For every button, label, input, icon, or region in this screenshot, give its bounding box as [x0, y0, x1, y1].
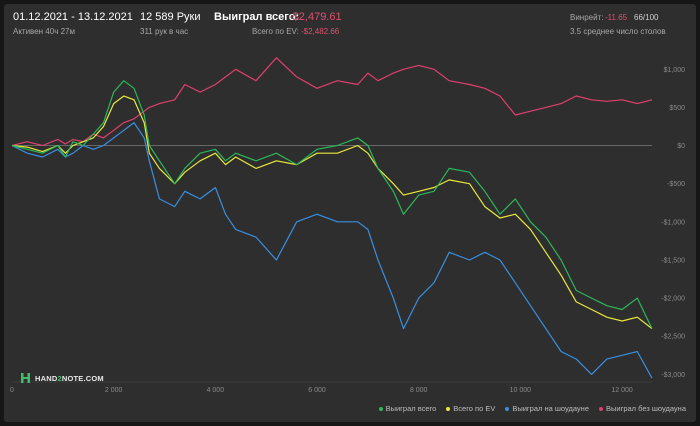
active-time: Активен 40ч 27м	[13, 27, 75, 36]
logo-text-a: HAND	[35, 373, 58, 383]
legend-dot-non-showdown	[599, 406, 603, 411]
legend-item-showdown[interactable]: Выиграл на шоудауне	[505, 404, 589, 413]
chart-card: 01.12.2021 - 13.12.2021 Активен 40ч 27м …	[4, 4, 696, 422]
series-showdown	[11, 122, 653, 379]
winrate-value: -11.65	[605, 13, 628, 22]
legend-label-won: Выиграл всего	[385, 404, 437, 413]
winrate-hands: 66/100	[634, 13, 659, 22]
date-range: 01.12.2021 - 13.12.2021	[13, 11, 133, 23]
legend-label-ev: Всего по EV	[453, 404, 496, 413]
x-tick-label: 4 000	[207, 387, 225, 394]
logo-text-c: NOTE.COM	[61, 373, 104, 383]
x-tick-label: 8 000	[410, 387, 428, 394]
chart-legend: Выиграл всего Всего по EV Выиграл на шоу…	[378, 404, 686, 413]
winrate-label: Винрейт:	[570, 13, 604, 22]
hands-count: 12 589 Руки	[140, 11, 201, 23]
legend-dot-showdown	[505, 406, 510, 411]
x-tick-label: 0	[10, 387, 14, 394]
y-tick-label: -$2,000	[661, 296, 685, 303]
y-tick-label: -$2,500	[661, 334, 685, 341]
ev-value: -$2,482.66	[301, 27, 340, 36]
series-non-showdown	[11, 57, 653, 147]
hand2note-logo-icon	[20, 372, 31, 384]
won-label: Выиграл всего:	[214, 11, 300, 23]
hand2note-logo: HAND2NOTE.COM	[20, 372, 104, 384]
legend-item-ev[interactable]: Всего по EV	[446, 404, 495, 413]
x-tick-label: 12 000	[611, 387, 633, 394]
y-tick-label: -$500	[667, 181, 685, 188]
series-ev	[11, 95, 653, 330]
y-axis-ticks: $1,000 $500 $0 -$500 -$1,000 -$1,500 -$2,000 -$…	[661, 67, 685, 379]
y-tick-label: -$3,000	[661, 372, 685, 379]
legend-dot-ev	[446, 406, 451, 411]
y-tick-label: $1,000	[664, 67, 686, 74]
legend-item-won[interactable]: Выиграл всего	[378, 404, 437, 413]
avg-tables: 3.5 среднее число столов	[570, 27, 666, 36]
profit-chart: $1,000 $500 $0 -$500 -$1,000 -$1,500 -$2,000 -$…	[10, 57, 685, 394]
ev-label: Всего по EV:	[252, 27, 299, 36]
logo-text-b: 2	[57, 373, 62, 383]
hands-per-hour: 311 рук в час	[140, 27, 189, 36]
x-tick-label: 10 000	[510, 387, 532, 394]
y-tick-label: -$1,500	[661, 257, 685, 264]
y-tick-label: -$1,000	[661, 219, 685, 226]
legend-item-non-showdown[interactable]: Выиграл без шоудауна	[599, 404, 686, 413]
x-tick-label: 2 000	[105, 387, 123, 394]
hand2note-logo-text: HAND2NOTE.COM	[35, 374, 104, 383]
legend-dot-won	[378, 406, 383, 411]
x-axis-ticks: 0 2 000 4 000 6 000 8 000 10 000 12 000	[10, 387, 633, 394]
legend-label-non-showdown: Выиграл без шоудауна	[606, 404, 686, 413]
y-tick-label: $500	[669, 105, 685, 112]
series-won	[11, 80, 653, 329]
legend-label-showdown: Выиграл на шоудауне	[512, 404, 589, 413]
x-tick-label: 6 000	[308, 387, 326, 394]
y-tick-label: $0	[677, 143, 685, 150]
won-value: -$2,479.61	[289, 11, 342, 23]
series-layer	[11, 57, 653, 379]
